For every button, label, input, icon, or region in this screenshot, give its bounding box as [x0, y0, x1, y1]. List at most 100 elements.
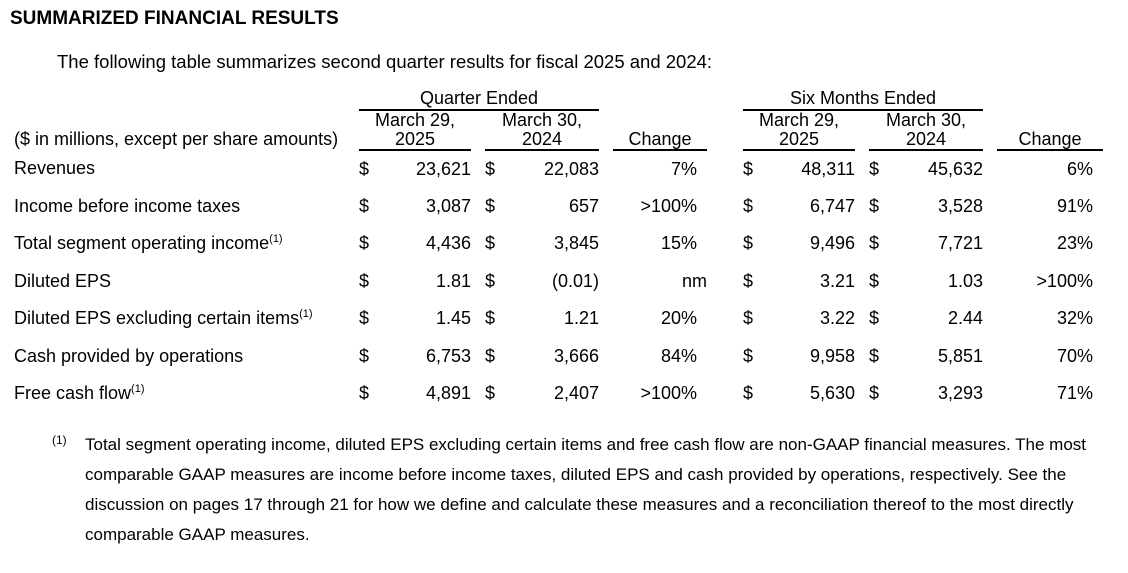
currency-symbol: $ — [869, 383, 880, 404]
six-months-2024-value: 45,632 — [927, 158, 983, 179]
table-row-revenues: Revenues $ 23,621 $ 22,083 7 % $ 48,311 … — [14, 150, 1103, 188]
six-months-2024-value: 2.44 — [947, 308, 983, 329]
quarter-2025-value: 23,621 — [415, 158, 471, 179]
quarter-change-value: 84 — [660, 345, 681, 366]
currency-symbol: $ — [869, 270, 880, 291]
quarter-change-value: 15 — [660, 233, 681, 254]
table-row-free-cash-flow: Free cash flow(1) $ 4,891 $ 2,407 >100 %… — [14, 375, 1103, 413]
date-line: March 30, — [501, 110, 583, 130]
column-header-row: ($ in millions, except per share amounts… — [14, 110, 1103, 151]
quarter-change-value: >100 — [640, 195, 681, 216]
six-months-change-value: 71 — [1056, 383, 1077, 404]
six-months-2024-value: 1.03 — [947, 270, 983, 291]
footnote-ref: (1) — [299, 308, 313, 321]
six-months-2024-value: 3,293 — [937, 383, 983, 404]
currency-symbol: $ — [869, 195, 880, 216]
row-label: Cash provided by operations — [14, 345, 244, 366]
currency-symbol: $ — [359, 345, 370, 366]
row-label: Revenues — [14, 158, 96, 179]
currency-symbol: $ — [485, 195, 496, 216]
quarter-2025-value: 4,436 — [425, 233, 471, 254]
unit-note: ($ in millions, except per share amounts… — [14, 129, 339, 149]
currency-symbol: $ — [485, 383, 496, 404]
percent-sign: % — [681, 383, 698, 404]
currency-symbol: $ — [743, 308, 754, 329]
currency-symbol: $ — [359, 158, 370, 179]
six-months-2025-value: 3.21 — [819, 270, 855, 291]
six-months-change-value: >100 — [1036, 270, 1077, 291]
quarter-2024-value: 3,666 — [553, 345, 599, 366]
footnote-ref: (1) — [131, 383, 145, 396]
quarter-2025-value: 1.45 — [435, 308, 471, 329]
quarter-2024-value: 657 — [568, 195, 599, 216]
quarter-change-value: nm — [681, 270, 707, 291]
percent-sign: % — [681, 345, 698, 366]
quarter-2025-value: 4,891 — [425, 383, 471, 404]
group-header-row: Quarter Ended Six Months Ended — [14, 84, 1103, 111]
currency-symbol: $ — [359, 383, 370, 404]
quarter-2024-value: 2,407 — [553, 383, 599, 404]
date-line: 2024 — [521, 129, 563, 149]
table-row-diluted-eps: Diluted EPS $ 1.81 $ (0.01) nm $ 3.21 $ … — [14, 263, 1103, 301]
currency-symbol: $ — [743, 383, 754, 404]
six-months-change-value: 70 — [1056, 345, 1077, 366]
row-label: Total segment operating income — [14, 233, 270, 254]
currency-symbol: $ — [743, 270, 754, 291]
currency-symbol: $ — [359, 233, 370, 254]
currency-symbol: $ — [485, 233, 496, 254]
table-row-total-segment-operating-income: Total segment operating income(1) $ 4,43… — [14, 225, 1103, 263]
six-months-change-value: 23 — [1056, 233, 1077, 254]
currency-symbol: $ — [359, 270, 370, 291]
footnote-1: (1) Total segment operating income, dilu… — [52, 430, 1128, 550]
footnote-text: Total segment operating income, diluted … — [85, 434, 1087, 544]
date-line: 2024 — [905, 129, 947, 149]
percent-sign: % — [1077, 158, 1094, 179]
percent-sign: % — [1077, 345, 1094, 366]
financial-results-table: Quarter Ended Six Months Ended ($ in mil… — [14, 84, 1103, 413]
percent-sign: % — [1077, 308, 1094, 329]
six-months-2024-value: 3,528 — [937, 195, 983, 216]
date-line: 2025 — [778, 129, 820, 149]
row-label: Income before income taxes — [14, 195, 241, 216]
currency-symbol: $ — [485, 345, 496, 366]
table-row-diluted-eps-excluding-certain-items: Diluted EPS excluding certain items(1) $… — [14, 300, 1103, 338]
currency-symbol: $ — [359, 195, 370, 216]
six-months-2025-value: 48,311 — [801, 158, 855, 179]
six-months-2024-value: 7,721 — [937, 233, 983, 254]
currency-symbol: $ — [869, 158, 880, 179]
row-label: Free cash flow — [14, 383, 132, 404]
quarter-change-value: 7 — [670, 158, 681, 179]
col-header-quarter-2025: March 29, 2025 — [359, 110, 471, 151]
col-header-quarter-2024: March 30, 2024 — [485, 110, 599, 151]
quarter-2024-value: (0.01) — [551, 270, 599, 291]
page-title: SUMMARIZED FINANCIAL RESULTS — [10, 8, 339, 29]
quarter-2025-value: 6,753 — [425, 345, 471, 366]
percent-sign: % — [1077, 233, 1094, 254]
quarter-2024-value: 22,083 — [543, 158, 599, 179]
currency-symbol: $ — [869, 308, 880, 329]
currency-symbol: $ — [743, 345, 754, 366]
percent-sign: % — [681, 233, 698, 254]
group-header-quarter-ended: Quarter Ended — [359, 84, 599, 111]
six-months-2025-value: 9,496 — [809, 233, 855, 254]
percent-sign: % — [681, 308, 698, 329]
currency-symbol: $ — [869, 345, 880, 366]
group-header-six-months-ended: Six Months Ended — [743, 84, 983, 111]
date-line: March 29, — [374, 110, 456, 130]
currency-symbol: $ — [743, 158, 754, 179]
six-months-change-value: 32 — [1056, 308, 1077, 329]
footnote-marker: (1) — [52, 432, 67, 447]
percent-sign: % — [1077, 270, 1094, 291]
percent-sign: % — [1077, 383, 1094, 404]
quarter-2025-value: 3,087 — [425, 195, 471, 216]
footnote-ref: (1) — [269, 233, 283, 246]
quarter-2024-value: 3,845 — [553, 233, 599, 254]
intro-text: The following table summarizes second qu… — [57, 51, 713, 72]
date-line: 2025 — [394, 129, 436, 149]
row-label: Diluted EPS excluding certain items — [14, 308, 300, 329]
currency-symbol: $ — [743, 233, 754, 254]
row-label: Diluted EPS — [14, 270, 112, 291]
six-months-change-value: 91 — [1056, 195, 1077, 216]
table-row-cash-provided-by-operations: Cash provided by operations $ 6,753 $ 3,… — [14, 338, 1103, 376]
currency-symbol: $ — [743, 195, 754, 216]
